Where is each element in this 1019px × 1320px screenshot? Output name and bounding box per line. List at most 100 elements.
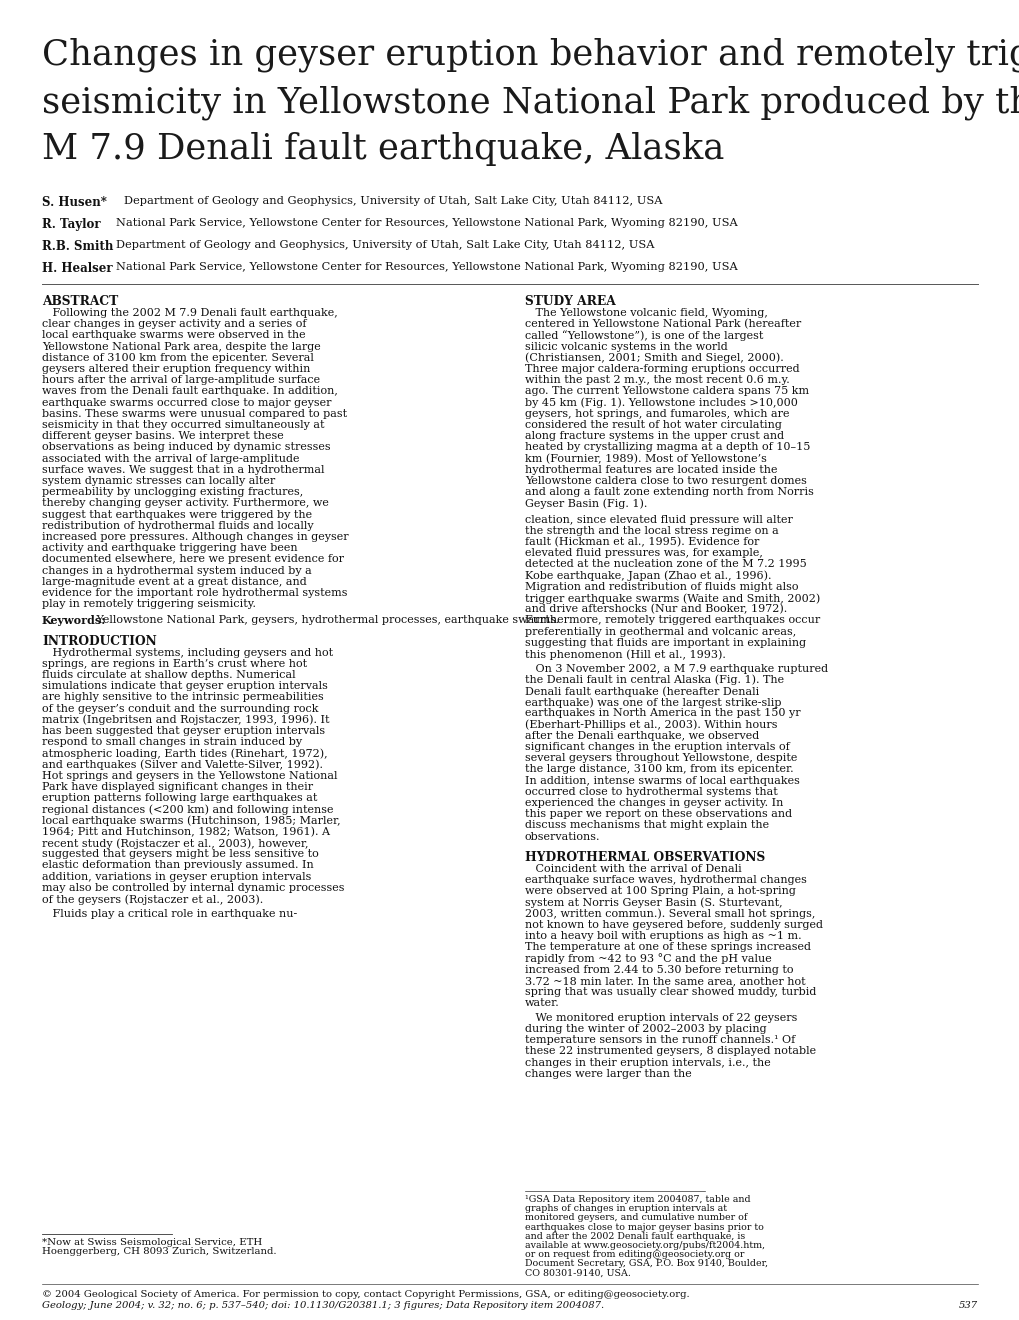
Text: temperature sensors in the runoff channels.¹ Of: temperature sensors in the runoff channe… [525,1035,795,1045]
Text: trigger earthquake swarms (Waite and Smith, 2002): trigger earthquake swarms (Waite and Smi… [525,593,819,603]
Text: Department of Geology and Geophysics, University of Utah, Salt Lake City, Utah 8: Department of Geology and Geophysics, Un… [116,240,654,249]
Text: preferentially in geothermal and volcanic areas,: preferentially in geothermal and volcani… [525,627,796,636]
Text: CO 80301-9140, USA.: CO 80301-9140, USA. [525,1269,631,1278]
Text: are highly sensitive to the intrinsic permeabilities: are highly sensitive to the intrinsic pe… [42,693,323,702]
Text: distance of 3100 km from the epicenter. Several: distance of 3100 km from the epicenter. … [42,352,314,363]
Text: local earthquake swarms (Hutchinson, 1985; Marler,: local earthquake swarms (Hutchinson, 198… [42,816,340,826]
Text: simulations indicate that geyser eruption intervals: simulations indicate that geyser eruptio… [42,681,327,692]
Text: fault (Hickman et al., 1995). Evidence for: fault (Hickman et al., 1995). Evidence f… [525,537,758,548]
Text: permeability by unclogging existing fractures,: permeability by unclogging existing frac… [42,487,303,498]
Text: not known to have geysered before, suddenly surged: not known to have geysered before, sudde… [525,920,822,929]
Text: basins. These swarms were unusual compared to past: basins. These swarms were unusual compar… [42,409,346,418]
Text: Hoenggerberg, CH 8093 Zurich, Switzerland.: Hoenggerberg, CH 8093 Zurich, Switzerlan… [42,1247,276,1257]
Text: clear changes in geyser activity and a series of: clear changes in geyser activity and a s… [42,319,306,329]
Text: The Yellowstone volcanic field, Wyoming,: The Yellowstone volcanic field, Wyoming, [525,308,767,318]
Text: waves from the Denali fault earthquake. In addition,: waves from the Denali fault earthquake. … [42,387,337,396]
Text: several geysers throughout Yellowstone, despite: several geysers throughout Yellowstone, … [525,754,797,763]
Text: On 3 November 2002, a M 7.9 earthquake ruptured: On 3 November 2002, a M 7.9 earthquake r… [525,664,827,673]
Text: changes in a hydrothermal system induced by a: changes in a hydrothermal system induced… [42,565,312,576]
Text: Yellowstone caldera close to two resurgent domes: Yellowstone caldera close to two resurge… [525,477,806,486]
Text: observations as being induced by dynamic stresses: observations as being induced by dynamic… [42,442,330,453]
Text: centered in Yellowstone National Park (hereafter: centered in Yellowstone National Park (h… [525,319,801,330]
Text: National Park Service, Yellowstone Center for Resources, Yellowstone National Pa: National Park Service, Yellowstone Cente… [116,218,737,228]
Text: Furthermore, remotely triggered earthquakes occur: Furthermore, remotely triggered earthqua… [525,615,819,626]
Text: these 22 instrumented geysers, 8 displayed notable: these 22 instrumented geysers, 8 display… [525,1047,815,1056]
Text: within the past 2 m.y., the most recent 0.6 m.y.: within the past 2 m.y., the most recent … [525,375,789,385]
Text: springs, are regions in Earth’s crust where hot: springs, are regions in Earth’s crust wh… [42,659,307,669]
Text: changes in their eruption intervals, i.e., the: changes in their eruption intervals, i.e… [525,1057,770,1068]
Text: INTRODUCTION: INTRODUCTION [42,635,157,648]
Text: recent study (Rojstaczer et al., 2003), however,: recent study (Rojstaczer et al., 2003), … [42,838,308,849]
Text: Yellowstone National Park area, despite the large: Yellowstone National Park area, despite … [42,342,320,351]
Text: has been suggested that geyser eruption intervals: has been suggested that geyser eruption … [42,726,325,737]
Text: the strength and the local stress regime on a: the strength and the local stress regime… [525,525,777,536]
Text: local earthquake swarms were observed in the: local earthquake swarms were observed in… [42,330,306,341]
Text: ¹GSA Data Repository item 2004087, table and: ¹GSA Data Repository item 2004087, table… [525,1195,750,1204]
Text: S. Husen*: S. Husen* [42,195,107,209]
Text: earthquake surface waves, hydrothermal changes: earthquake surface waves, hydrothermal c… [525,875,806,884]
Text: this paper we report on these observations and: this paper we report on these observatio… [525,809,792,820]
Text: increased from 2.44 to 5.30 before returning to: increased from 2.44 to 5.30 before retur… [525,965,793,974]
Text: water.: water. [525,998,559,1008]
Text: *Now at Swiss Seismological Service, ETH: *Now at Swiss Seismological Service, ETH [42,1238,262,1247]
Text: STUDY AREA: STUDY AREA [525,294,615,308]
Text: this phenomenon (Hill et al., 1993).: this phenomenon (Hill et al., 1993). [525,649,726,660]
Text: Hydrothermal systems, including geysers and hot: Hydrothermal systems, including geysers … [42,648,333,657]
Text: © 2004 Geological Society of America. For permission to copy, contact Copyright : © 2004 Geological Society of America. Fo… [42,1290,689,1299]
Text: thereby changing geyser activity. Furthermore, we: thereby changing geyser activity. Furthe… [42,499,328,508]
Text: play in remotely triggering seismicity.: play in remotely triggering seismicity. [42,599,256,610]
Text: (Eberhart-Phillips et al., 2003). Within hours: (Eberhart-Phillips et al., 2003). Within… [525,719,776,730]
Text: National Park Service, Yellowstone Center for Resources, Yellowstone National Pa: National Park Service, Yellowstone Cente… [116,261,737,272]
Text: available at www.geosociety.org/pubs/ft2004.htm,: available at www.geosociety.org/pubs/ft2… [525,1241,764,1250]
Text: along fracture systems in the upper crust and: along fracture systems in the upper crus… [525,432,784,441]
Text: Geyser Basin (Fig. 1).: Geyser Basin (Fig. 1). [525,499,647,510]
Text: of the geysers (Rojstaczer et al., 2003).: of the geysers (Rojstaczer et al., 2003)… [42,894,263,904]
Text: experienced the changes in geyser activity. In: experienced the changes in geyser activi… [525,799,783,808]
Text: of the geyser’s conduit and the surrounding rock: of the geyser’s conduit and the surround… [42,704,318,714]
Text: earthquake swarms occurred close to major geyser: earthquake swarms occurred close to majo… [42,397,331,408]
Text: rapidly from ~42 to 93 °C and the pH value: rapidly from ~42 to 93 °C and the pH val… [525,953,771,964]
Text: observations.: observations. [525,832,600,842]
Text: Geology; June 2004; v. 32; no. 6; p. 537–540; doi: 10.1130/G20381.1; 3 figures; : Geology; June 2004; v. 32; no. 6; p. 537… [42,1302,603,1309]
Text: considered the result of hot water circulating: considered the result of hot water circu… [525,420,782,430]
Text: during the winter of 2002–2003 by placing: during the winter of 2002–2003 by placin… [525,1024,766,1034]
Text: and drive aftershocks (Nur and Booker, 1972).: and drive aftershocks (Nur and Booker, 1… [525,605,787,615]
Text: and after the 2002 Denali fault earthquake, is: and after the 2002 Denali fault earthqua… [525,1232,745,1241]
Text: spring that was usually clear showed muddy, turbid: spring that was usually clear showed mud… [525,987,815,997]
Text: significant changes in the eruption intervals of: significant changes in the eruption inte… [525,742,789,752]
Text: ABSTRACT: ABSTRACT [42,294,118,308]
Text: Document Secretary, GSA, P.O. Box 9140, Boulder,: Document Secretary, GSA, P.O. Box 9140, … [525,1259,767,1269]
Text: heated by crystallizing magma at a depth of 10–15: heated by crystallizing magma at a depth… [525,442,809,453]
Text: Department of Geology and Geophysics, University of Utah, Salt Lake City, Utah 8: Department of Geology and Geophysics, Un… [124,195,662,206]
Text: elastic deformation than previously assumed. In: elastic deformation than previously assu… [42,861,314,870]
Text: associated with the arrival of large-amplitude: associated with the arrival of large-amp… [42,454,300,463]
Text: cleation, since elevated fluid pressure will alter: cleation, since elevated fluid pressure … [525,515,792,524]
Text: silicic volcanic systems in the world: silicic volcanic systems in the world [525,342,727,351]
Text: system dynamic stresses can locally alter: system dynamic stresses can locally alte… [42,477,275,486]
Text: 2003, written commun.). Several small hot springs,: 2003, written commun.). Several small ho… [525,908,814,919]
Text: suggest that earthquakes were triggered by the: suggest that earthquakes were triggered … [42,510,312,520]
Text: Fluids play a critical role in earthquake nu-: Fluids play a critical role in earthquak… [42,908,297,919]
Text: HYDROTHERMAL OBSERVATIONS: HYDROTHERMAL OBSERVATIONS [525,851,764,863]
Text: respond to small changes in strain induced by: respond to small changes in strain induc… [42,737,302,747]
Text: or on request from editing@geosociety.org or: or on request from editing@geosociety.or… [525,1250,744,1259]
Text: system at Norris Geyser Basin (S. Sturtevant,: system at Norris Geyser Basin (S. Sturte… [525,898,782,908]
Text: surface waves. We suggest that in a hydrothermal: surface waves. We suggest that in a hydr… [42,465,324,475]
Text: Kobe earthquake, Japan (Zhao et al., 1996).: Kobe earthquake, Japan (Zhao et al., 199… [525,570,770,581]
Text: were observed at 100 Spring Plain, a hot-spring: were observed at 100 Spring Plain, a hot… [525,886,795,896]
Text: redistribution of hydrothermal fluids and locally: redistribution of hydrothermal fluids an… [42,521,313,531]
Text: and earthquakes (Silver and Valette-Silver, 1992).: and earthquakes (Silver and Valette-Silv… [42,759,323,770]
Text: geysers altered their eruption frequency within: geysers altered their eruption frequency… [42,364,310,374]
Text: changes were larger than the: changes were larger than the [525,1069,691,1078]
Text: documented elsewhere, here we present evidence for: documented elsewhere, here we present ev… [42,554,343,565]
Text: Changes in geyser eruption behavior and remotely triggered: Changes in geyser eruption behavior and … [42,38,1019,73]
Text: H. Healser: H. Healser [42,261,112,275]
Text: Coincident with the arrival of Denali: Coincident with the arrival of Denali [525,863,741,874]
Text: Hot springs and geysers in the Yellowstone National: Hot springs and geysers in the Yellowsto… [42,771,337,781]
Text: Denali fault earthquake (hereafter Denali: Denali fault earthquake (hereafter Denal… [525,686,758,697]
Text: hydrothermal features are located inside the: hydrothermal features are located inside… [525,465,776,475]
Text: 1964; Pitt and Hutchinson, 1982; Watson, 1961). A: 1964; Pitt and Hutchinson, 1982; Watson,… [42,826,330,837]
Text: seismicity in Yellowstone National Park produced by the 2002: seismicity in Yellowstone National Park … [42,84,1019,120]
Text: M 7.9 Denali fault earthquake, Alaska: M 7.9 Denali fault earthquake, Alaska [42,132,723,166]
Text: (Christiansen, 2001; Smith and Siegel, 2000).: (Christiansen, 2001; Smith and Siegel, 2… [525,352,783,363]
